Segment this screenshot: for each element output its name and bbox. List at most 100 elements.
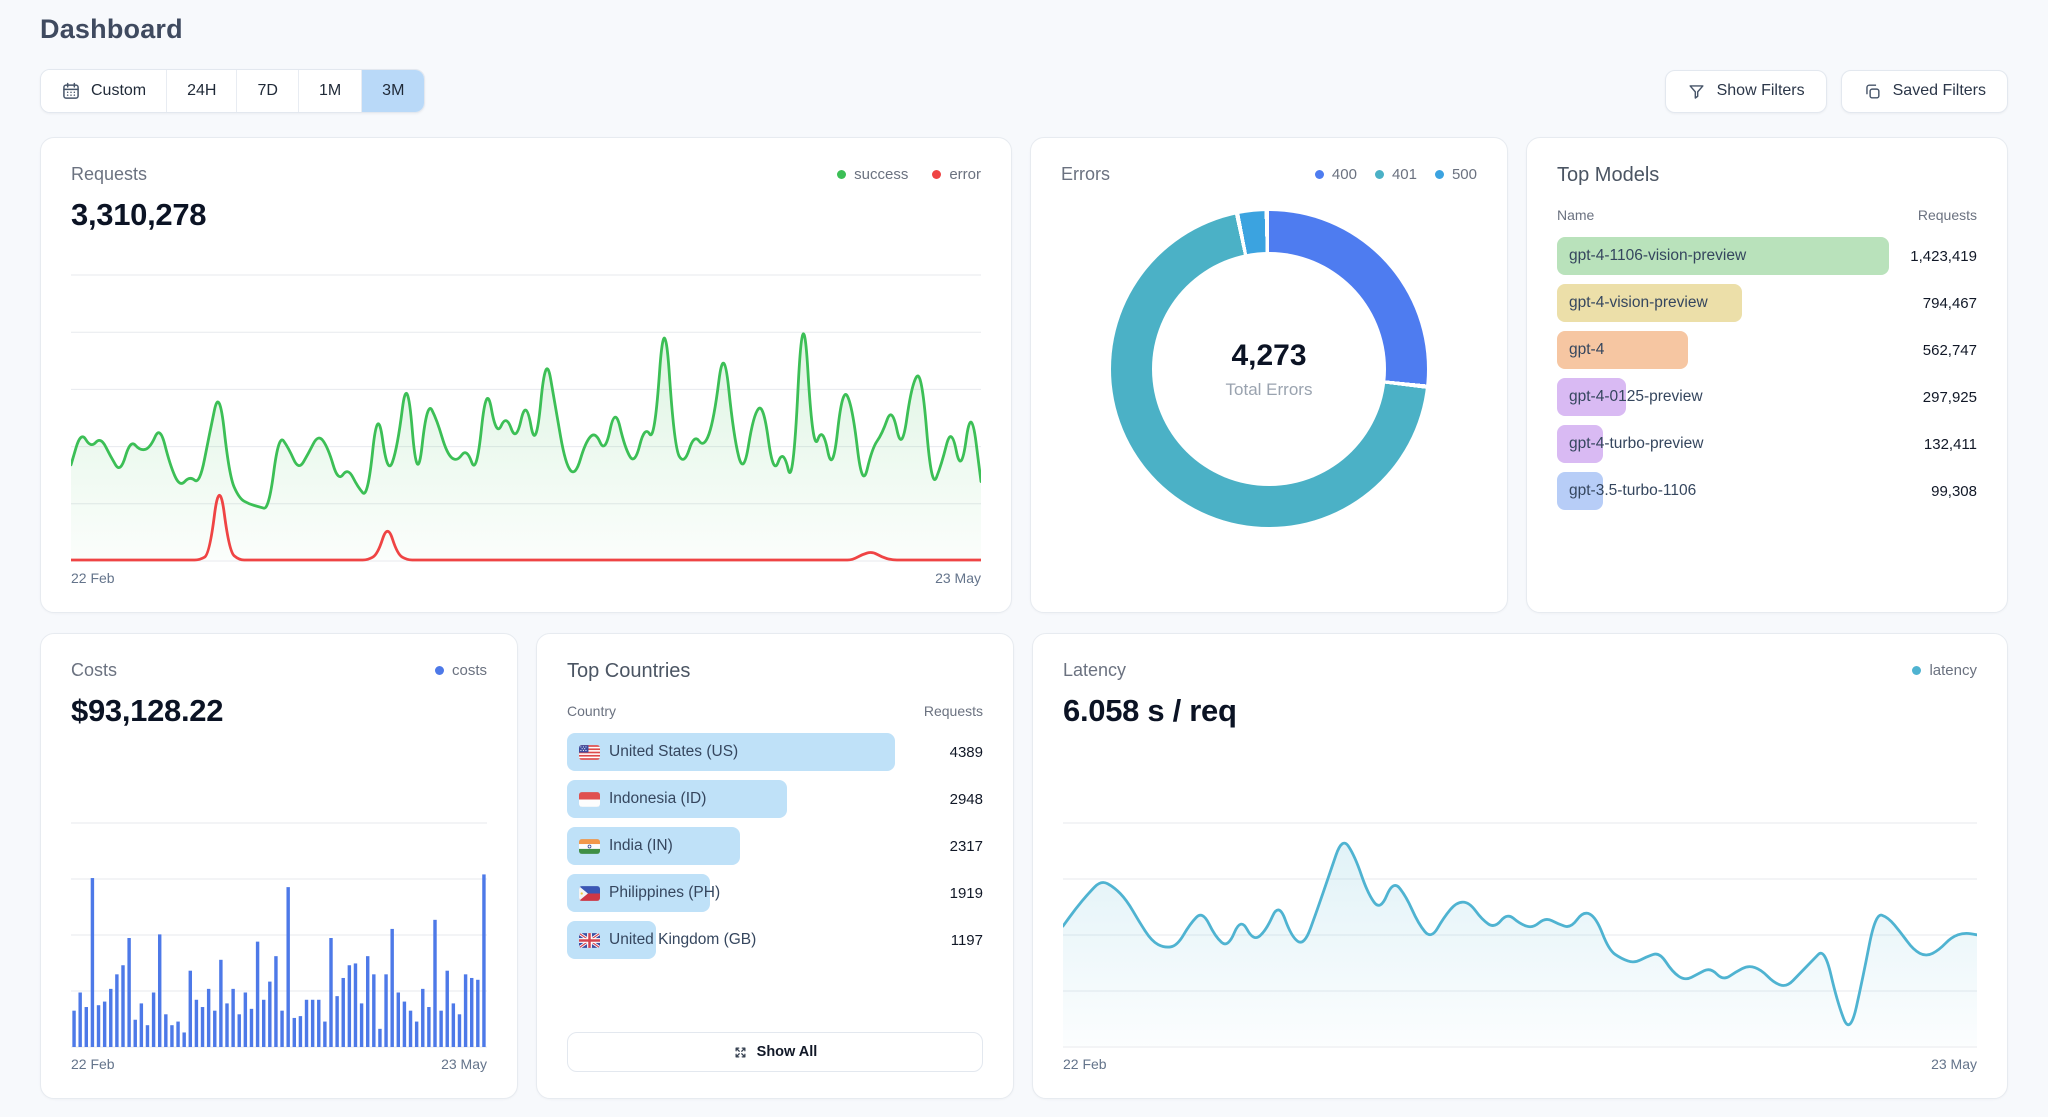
table-row: United States (US) 4389 bbox=[567, 733, 983, 771]
model-usage-bar bbox=[1557, 425, 1604, 463]
latency-card-title: Latency bbox=[1063, 660, 1127, 680]
error-400-legend-dot bbox=[1314, 170, 1324, 179]
top-countries-title: Top Countries bbox=[567, 660, 691, 682]
country-name: Philippines (PH) bbox=[609, 884, 721, 901]
requests-legend: success error bbox=[837, 166, 981, 183]
time-range-label: 7D bbox=[257, 82, 278, 99]
gb-flag-icon bbox=[579, 932, 600, 948]
time-range-label: 3M bbox=[382, 82, 405, 99]
errors-donut-chart: 4,273 Total Errors bbox=[1111, 211, 1427, 527]
top-countries-header: Country Requests bbox=[567, 703, 983, 719]
x-axis-start-label: 22 Feb bbox=[71, 570, 115, 586]
model-name: gpt-3.5-turbo-1106 bbox=[1569, 482, 1697, 499]
latency-line-chart bbox=[1061, 822, 1979, 1048]
legend-item-latency: latency bbox=[1912, 662, 1977, 679]
model-usage-bar bbox=[1557, 331, 1689, 369]
model-requests: 297,925 bbox=[1922, 388, 1977, 406]
model-requests: 1,423,419 bbox=[1910, 247, 1977, 265]
time-range-label: Custom bbox=[91, 82, 147, 99]
model-requests: 794,467 bbox=[1922, 294, 1977, 312]
time-range-label: 1M bbox=[318, 82, 342, 99]
expand-icon bbox=[733, 1045, 748, 1060]
table-row: gpt-4-0125-preview 297,925 bbox=[1557, 378, 1977, 416]
requests-card: Requests success error 3,310,278 22 Feb … bbox=[40, 137, 1012, 613]
table-row: gpt-3.5-turbo-1106 99,308 bbox=[1557, 472, 1977, 510]
country-requests: 2317 bbox=[949, 837, 983, 855]
id-flag-icon bbox=[579, 791, 600, 807]
model-requests: 132,411 bbox=[1923, 435, 1977, 453]
model-usage-bar bbox=[1557, 472, 1604, 510]
latency-total: 6.058 s / req bbox=[1063, 693, 1237, 728]
legend-label: 500 bbox=[1451, 166, 1477, 183]
error-500-legend-dot bbox=[1434, 170, 1444, 179]
in-flag-icon bbox=[579, 838, 600, 854]
legend-item-500: 500 bbox=[1434, 166, 1477, 183]
legend-item-success: success bbox=[837, 166, 908, 183]
model-requests: 99,308 bbox=[1931, 482, 1977, 500]
requests-x-axis: 22 Feb 23 May bbox=[71, 570, 981, 586]
legend-label: latency bbox=[1929, 662, 1977, 679]
legend-label: 401 bbox=[1391, 166, 1417, 183]
toolbar: Custom 24H 7D 1M 3M Show Filters Saved F… bbox=[40, 69, 2008, 113]
show-all-button[interactable]: Show All bbox=[567, 1032, 983, 1072]
errors-donut-wrap: 4,273 Total Errors bbox=[1061, 211, 1477, 527]
country-requests: 4389 bbox=[949, 743, 983, 761]
costs-x-axis: 22 Feb 23 May bbox=[71, 1056, 487, 1072]
error-legend-dot bbox=[932, 170, 942, 179]
donut-hole bbox=[1152, 252, 1386, 486]
time-range-selector: Custom 24H 7D 1M 3M bbox=[40, 69, 426, 113]
legend-label: success bbox=[854, 166, 909, 183]
costs-card: Costs costs $93,128.22 22 Feb 23 May bbox=[40, 633, 518, 1099]
saved-filters-button[interactable]: Saved Filters bbox=[1840, 69, 2008, 113]
x-axis-end-label: 23 May bbox=[935, 570, 981, 586]
country-name: Indonesia (ID) bbox=[609, 790, 707, 807]
country-usage-bar bbox=[567, 733, 895, 771]
costs-bar-chart bbox=[71, 822, 487, 1048]
country-requests: 2948 bbox=[949, 790, 983, 808]
country-name: India (IN) bbox=[609, 837, 673, 854]
latency-card: Latency latency 6.058 s / req 22 Feb 23 … bbox=[1032, 633, 2008, 1099]
time-range-1m[interactable]: 1M bbox=[298, 70, 363, 112]
costs-legend: costs bbox=[434, 662, 487, 679]
toolbar-actions: Show Filters Saved Filters bbox=[1664, 69, 2008, 113]
model-name: gpt-4-0125-preview bbox=[1569, 388, 1703, 405]
top-models-header: Name Requests bbox=[1557, 207, 1977, 223]
copy-icon bbox=[1863, 82, 1882, 101]
top-models-title: Top Models bbox=[1557, 164, 1660, 186]
model-usage-bar bbox=[1557, 237, 1889, 275]
table-row: Philippines (PH) 1919 bbox=[567, 874, 983, 912]
costs-card-title: Costs bbox=[71, 660, 118, 680]
errors-legend: 400 401 500 bbox=[1314, 166, 1477, 183]
table-row: gpt-4 562,747 bbox=[1557, 331, 1977, 369]
table-row: Indonesia (ID) 2948 bbox=[567, 780, 983, 818]
top-models-card: Top Models Name Requests gpt-4-1106-visi… bbox=[1526, 137, 2008, 613]
legend-item-400: 400 bbox=[1314, 166, 1357, 183]
legend-label: 400 bbox=[1331, 166, 1357, 183]
column-header-requests: Requests bbox=[1917, 207, 1977, 223]
country-name: United Kingdom (GB) bbox=[609, 931, 757, 948]
latency-legend-dot bbox=[1912, 666, 1922, 675]
x-axis-end-label: 23 May bbox=[441, 1056, 487, 1072]
time-range-label: 24H bbox=[187, 82, 217, 99]
donut-center: 4,273 Total Errors bbox=[1111, 211, 1427, 527]
requests-card-title: Requests bbox=[71, 164, 148, 184]
funnel-icon bbox=[1687, 82, 1706, 101]
top-countries-card: Top Countries Country Requests United St… bbox=[536, 633, 1014, 1099]
table-row: gpt-4-turbo-preview 132,411 bbox=[1557, 425, 1977, 463]
latency-legend: latency bbox=[1912, 662, 1977, 679]
page-title: Dashboard bbox=[40, 14, 183, 44]
requests-line-chart bbox=[69, 274, 983, 562]
errors-card-title: Errors bbox=[1061, 164, 1110, 184]
ph-flag-icon bbox=[579, 885, 600, 901]
time-range-24h[interactable]: 24H bbox=[167, 70, 238, 112]
time-range-3m[interactable]: 3M bbox=[362, 70, 425, 112]
x-axis-start-label: 22 Feb bbox=[1063, 1056, 1107, 1072]
table-row: gpt-4-1106-vision-preview 1,423,419 bbox=[1557, 237, 1977, 275]
time-range-custom[interactable]: Custom bbox=[41, 70, 168, 112]
legend-item-costs: costs bbox=[434, 662, 487, 679]
time-range-7d[interactable]: 7D bbox=[237, 70, 299, 112]
show-filters-button[interactable]: Show Filters bbox=[1664, 69, 1827, 113]
model-name: gpt-4-turbo-preview bbox=[1569, 435, 1704, 452]
model-requests: 562,747 bbox=[1922, 341, 1977, 359]
calendar-icon bbox=[61, 81, 81, 101]
